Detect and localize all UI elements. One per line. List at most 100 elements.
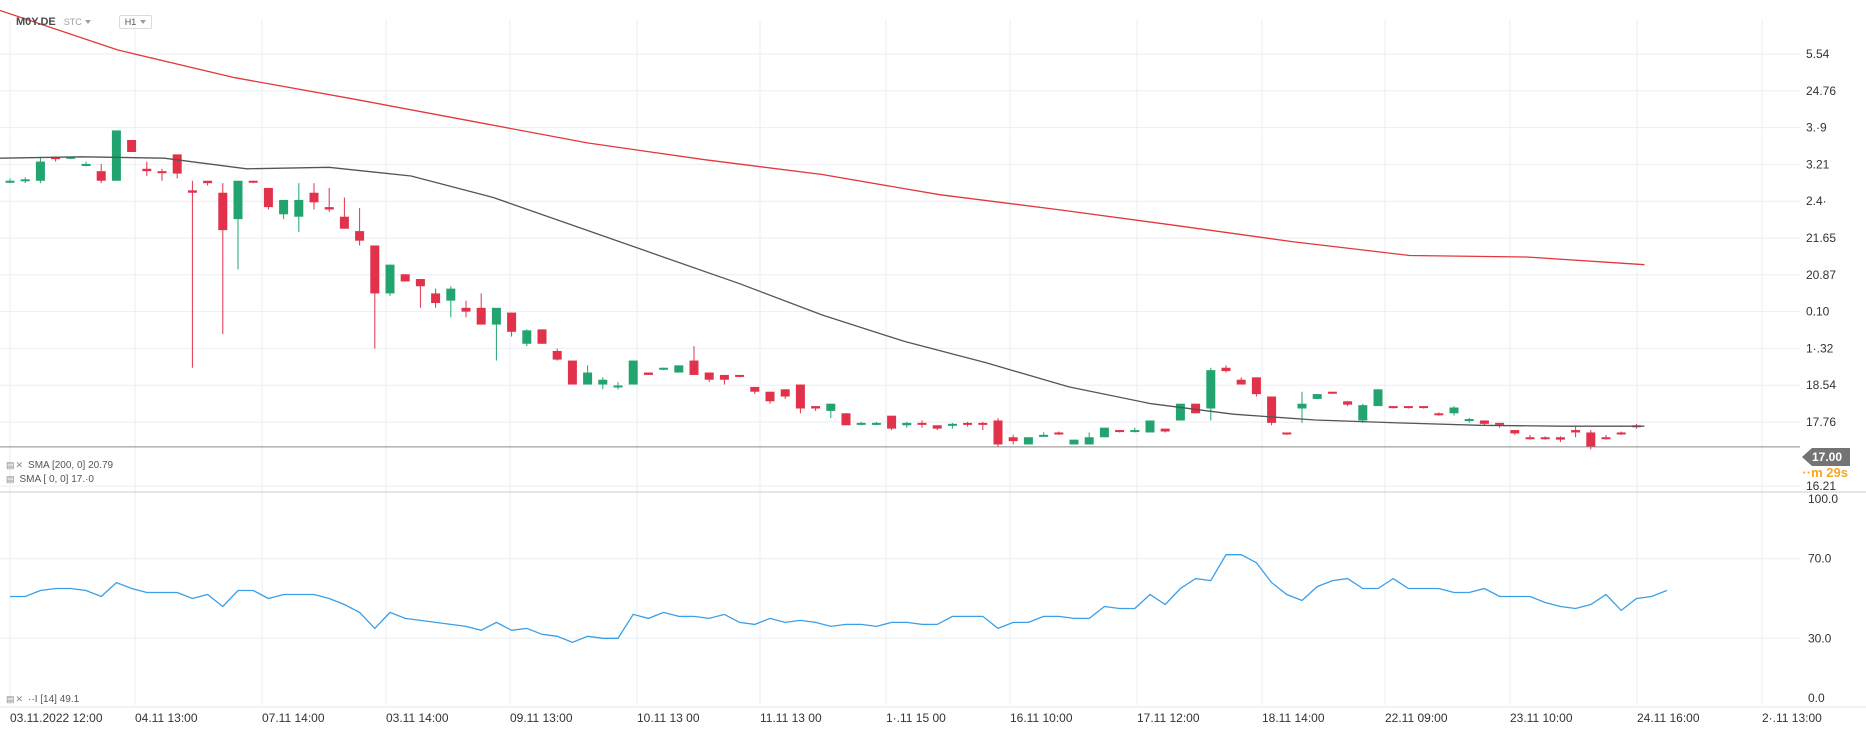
candle-body[interactable] — [1479, 420, 1489, 424]
candle-body[interactable] — [1601, 437, 1611, 440]
candle-body[interactable] — [415, 279, 425, 287]
candle-body[interactable] — [20, 179, 30, 182]
candle-body[interactable] — [294, 199, 304, 217]
candle-body[interactable] — [932, 425, 942, 429]
candle-body[interactable] — [902, 422, 912, 426]
candle-body[interactable] — [111, 130, 121, 181]
candle-body[interactable] — [765, 391, 775, 402]
candle-body[interactable] — [1434, 413, 1444, 416]
candle-body[interactable] — [1069, 439, 1079, 445]
candle-body[interactable] — [187, 190, 197, 193]
candle-body[interactable] — [1206, 370, 1216, 409]
candle-body[interactable] — [203, 180, 213, 184]
candle-body[interactable] — [1282, 432, 1292, 435]
candle-body[interactable] — [1267, 396, 1277, 423]
candle-body[interactable] — [370, 245, 380, 294]
candle-body[interactable] — [978, 422, 988, 425]
candle-body[interactable] — [537, 329, 547, 344]
candle-body[interactable] — [1616, 432, 1626, 435]
candle-body[interactable] — [1419, 406, 1429, 409]
candle-body[interactable] — [598, 379, 608, 385]
candle-body[interactable] — [674, 365, 684, 373]
candle-body[interactable] — [233, 180, 243, 220]
candle-body[interactable] — [1586, 432, 1596, 447]
candle-body[interactable] — [431, 293, 441, 304]
candle-body[interactable] — [735, 374, 745, 377]
settings-icon[interactable]: ▤ — [6, 474, 16, 484]
candle-body[interactable] — [522, 330, 532, 344]
candle-body[interactable] — [856, 422, 866, 425]
candle-body[interactable] — [719, 374, 729, 380]
candle-body[interactable] — [1191, 403, 1201, 414]
candle-body[interactable] — [1175, 403, 1185, 421]
candle-body[interactable] — [1358, 405, 1368, 421]
candle-body[interactable] — [963, 422, 973, 425]
candle-body[interactable] — [461, 307, 471, 312]
symbol-type-dropdown[interactable]: STC — [64, 17, 91, 27]
candle-body[interactable] — [279, 199, 289, 215]
candle-body[interactable] — [1221, 367, 1231, 372]
candle-body[interactable] — [841, 413, 851, 426]
candle-body[interactable] — [780, 389, 790, 397]
legend-sma50[interactable]: ▤ SMA [ 0, 0] 17.·0 — [6, 474, 94, 485]
candle-body[interactable] — [947, 423, 957, 426]
candle-body[interactable] — [1388, 406, 1398, 409]
candle-body[interactable] — [81, 163, 91, 166]
candle-body[interactable] — [142, 168, 152, 172]
candle-body[interactable] — [51, 156, 61, 160]
candle-body[interactable] — [1540, 437, 1550, 440]
candle-body[interactable] — [659, 367, 669, 370]
candle-body[interactable] — [1510, 430, 1520, 434]
candle-body[interactable] — [1449, 407, 1459, 414]
candle-body[interactable] — [172, 154, 182, 174]
candle-body[interactable] — [339, 216, 349, 229]
legend-sma200[interactable]: ▤✕ SMA [200, 0] 20.79 — [6, 460, 113, 471]
candle-body[interactable] — [1039, 434, 1049, 437]
candle-body[interactable] — [263, 187, 273, 208]
candle-body[interactable] — [1145, 420, 1155, 433]
candle-body[interactable] — [750, 386, 760, 392]
candle-body[interactable] — [917, 422, 927, 425]
candle-body[interactable] — [1555, 437, 1565, 440]
candle-body[interactable] — [689, 360, 699, 375]
candle-body[interactable] — [1327, 391, 1337, 394]
candle-body[interactable] — [1464, 419, 1474, 422]
candle-body[interactable] — [385, 264, 395, 294]
candle-body[interactable] — [1054, 432, 1064, 435]
symbol-label[interactable]: M0Y.DE — [16, 16, 56, 28]
candle-body[interactable] — [96, 171, 106, 181]
candle-body[interactable] — [218, 192, 228, 231]
candle-body[interactable] — [643, 372, 653, 375]
candle-body[interactable] — [567, 360, 577, 385]
candle-body[interactable] — [1297, 403, 1307, 409]
candle-body[interactable] — [1403, 406, 1413, 409]
candle-body[interactable] — [1130, 430, 1140, 433]
candle-body[interactable] — [1373, 389, 1383, 407]
candle-body[interactable] — [1160, 428, 1170, 432]
candle-body[interactable] — [157, 171, 167, 174]
candle-body[interactable] — [446, 288, 456, 301]
candle-body[interactable] — [704, 372, 714, 380]
candle-body[interactable] — [491, 307, 501, 325]
candle-body[interactable] — [309, 192, 319, 203]
candle-body[interactable] — [826, 403, 836, 411]
candle-body[interactable] — [127, 140, 137, 152]
candle-body[interactable] — [628, 360, 638, 385]
candle-body[interactable] — [1525, 437, 1535, 440]
timeframe-dropdown[interactable]: H1 — [118, 15, 153, 29]
candle-body[interactable] — [613, 385, 623, 388]
candle-body[interactable] — [993, 420, 1003, 445]
candle-body[interactable] — [476, 307, 486, 325]
candle-body[interactable] — [355, 231, 365, 241]
candle-body[interactable] — [1343, 401, 1353, 405]
candle-body[interactable] — [811, 406, 821, 409]
settings-close-icon[interactable]: ▤✕ — [6, 694, 25, 704]
candle-body[interactable] — [1495, 422, 1505, 425]
candle-body[interactable] — [887, 415, 897, 429]
candle-body[interactable] — [1115, 430, 1125, 433]
candle-body[interactable] — [400, 274, 410, 282]
candle-body[interactable] — [1312, 394, 1322, 399]
candle-body[interactable] — [324, 207, 334, 210]
candle-body[interactable] — [248, 180, 258, 183]
candle-body[interactable] — [1099, 427, 1109, 438]
